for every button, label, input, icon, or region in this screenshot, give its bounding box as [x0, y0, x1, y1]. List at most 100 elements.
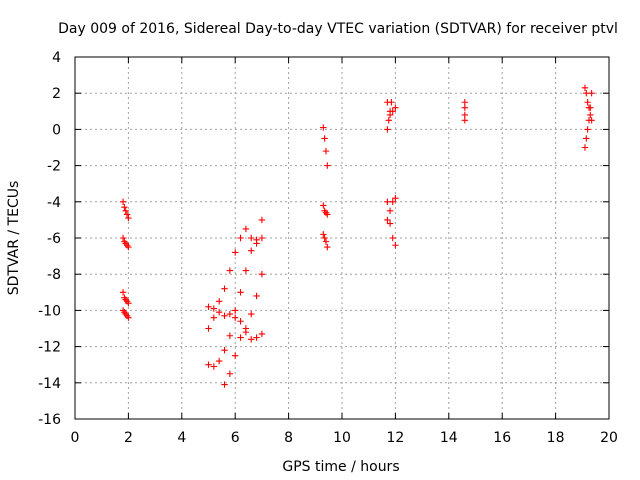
data-point: [253, 240, 260, 247]
series-arc-14: [384, 198, 399, 249]
data-point: [248, 336, 255, 343]
series-arc-11: [320, 231, 331, 251]
data-point: [226, 370, 234, 377]
data-point: [210, 305, 218, 312]
series-arc-08: [221, 271, 266, 388]
series-arc-13: [384, 99, 395, 133]
x-tick-label: 20: [600, 430, 618, 446]
axis-tick-labels: 0 2 4 6 8 10 12 14 16 18 20 -16 -14 -12 -10 -8 -6 -4 -2 0 2 4: [38, 50, 618, 446]
x-tick-label: 14: [440, 430, 458, 446]
data-point: [384, 216, 391, 224]
data-points: [119, 84, 595, 388]
data-point: [221, 285, 228, 292]
y-tick-label: -14: [38, 376, 61, 392]
data-point: [587, 104, 594, 111]
data-point: [253, 334, 260, 341]
data-point: [584, 99, 591, 106]
series-arc-16: [461, 99, 469, 124]
data-point: [215, 298, 223, 305]
data-point: [324, 162, 331, 169]
series-arc-05: [205, 216, 266, 332]
y-tick-label: -6: [47, 231, 61, 247]
data-point: [258, 216, 266, 224]
y-tick-label: -8: [47, 267, 61, 283]
data-point: [232, 314, 239, 321]
data-point: [253, 292, 260, 300]
data-point: [119, 198, 127, 205]
y-tick-label: 0: [52, 122, 61, 138]
data-point: [125, 314, 132, 321]
x-tick-label: 0: [71, 430, 80, 446]
x-axis-label: GPS time / hours: [282, 459, 399, 475]
data-point: [320, 231, 327, 238]
data-point: [384, 126, 391, 133]
data-point: [215, 309, 223, 316]
series-arc-09: [320, 124, 331, 169]
data-point: [389, 198, 396, 205]
data-point: [385, 117, 392, 124]
x-tick-label: 4: [177, 430, 186, 446]
data-point: [242, 267, 250, 274]
data-point: [322, 147, 330, 155]
data-point: [585, 117, 593, 124]
series-arc-10: [320, 202, 331, 218]
y-tick-label: 4: [52, 50, 61, 66]
data-point: [205, 303, 212, 310]
series-arc-01: [119, 198, 132, 222]
data-point: [386, 220, 394, 227]
y-tick-label: 2: [52, 86, 61, 102]
data-point: [205, 361, 212, 368]
data-point: [125, 243, 132, 251]
data-point: [588, 90, 595, 97]
series-arc-18: [581, 90, 595, 151]
x-tick-label: 8: [284, 430, 293, 446]
data-point: [324, 211, 331, 218]
data-point: [384, 198, 391, 205]
data-point: [232, 249, 239, 256]
data-point: [232, 352, 239, 359]
data-point: [125, 299, 132, 307]
data-point: [324, 243, 331, 251]
x-tick-label: 18: [547, 430, 565, 446]
data-point: [461, 99, 469, 106]
y-tick-label: -10: [38, 303, 61, 319]
data-point: [388, 99, 395, 106]
series-arc-04: [119, 307, 132, 321]
series-arc-02: [119, 234, 132, 251]
data-point: [123, 211, 131, 218]
data-point: [461, 104, 469, 111]
data-point: [320, 202, 327, 209]
data-point: [221, 312, 228, 320]
data-point: [320, 124, 327, 131]
data-point: [587, 111, 594, 119]
data-point: [226, 267, 234, 274]
data-point: [583, 135, 590, 142]
plot-frame: [74, 56, 610, 420]
data-point: [215, 357, 223, 365]
data-point: [258, 234, 266, 242]
data-point: [221, 347, 228, 354]
data-point: [237, 318, 244, 325]
data-point: [122, 207, 129, 215]
data-point: [386, 108, 394, 115]
data-point: [583, 90, 590, 97]
x-tick-label: 6: [231, 430, 240, 446]
y-tick-label: -2: [47, 159, 61, 175]
grid-layer: [75, 57, 609, 419]
data-point: [210, 363, 218, 370]
data-point: [321, 234, 328, 242]
data-point: [119, 289, 127, 296]
data-point: [237, 234, 244, 242]
series-arc-07: [205, 303, 266, 343]
data-point: [581, 84, 589, 91]
data-point: [248, 310, 255, 318]
data-point: [461, 117, 469, 124]
x-tick-label: 12: [386, 430, 404, 446]
data-point: [248, 234, 255, 242]
data-point: [226, 332, 234, 339]
data-point: [232, 307, 239, 314]
series-arc-17: [581, 84, 595, 124]
data-point: [392, 242, 399, 249]
data-point: [584, 126, 591, 133]
